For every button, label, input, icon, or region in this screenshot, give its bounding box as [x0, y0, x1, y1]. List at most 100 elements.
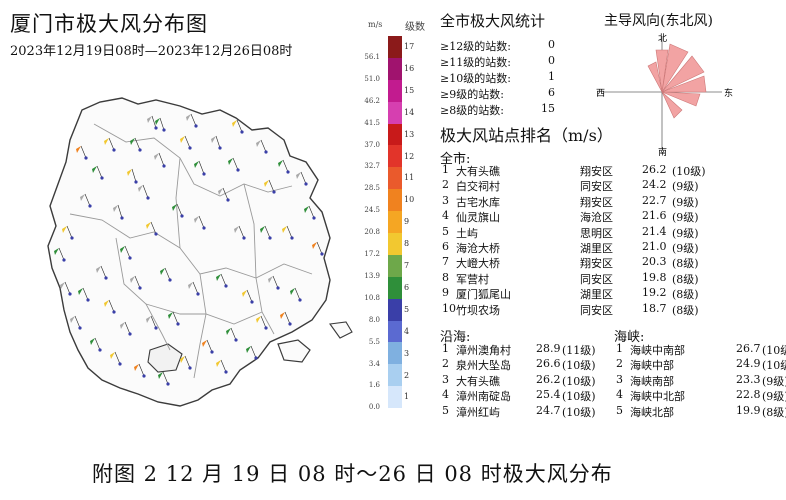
wind-speed: 23.3: [736, 372, 761, 386]
rank-number: 3: [616, 372, 623, 386]
scale-ms-label: 3.4: [368, 359, 380, 368]
rank-number: 5: [616, 403, 623, 417]
scale-swatch: [388, 298, 402, 321]
district-boundaries: [69, 123, 313, 379]
scale-swatch: [388, 254, 402, 277]
scale-ms-label: 51.0: [364, 74, 380, 83]
strait-section-title: 海峡:: [614, 330, 645, 345]
stats-row: ≥8级的站数: 15: [440, 102, 555, 118]
wind-speed: 28.9: [536, 342, 561, 355]
wind-level: (8级): [672, 303, 699, 317]
rank-number: 4: [442, 388, 449, 402]
scale-level-label: 14: [404, 107, 415, 117]
stats-value: 0: [548, 54, 555, 67]
rank-number: 9: [442, 286, 449, 300]
scale-level-label: 1: [404, 392, 410, 402]
scale-ms-label: 41.5: [364, 118, 380, 127]
scale-level-header: 级数: [405, 22, 425, 33]
wind-level: (9级): [672, 226, 699, 240]
station-name: 海峡南部: [630, 374, 674, 388]
wind-speed: 26.2: [642, 163, 667, 176]
scale-ms-label: 10.8: [364, 293, 380, 302]
scale-ms-label: 56.1: [364, 52, 380, 61]
ranking-title: 极大风站点排名（m/s）: [440, 126, 613, 145]
station-name: 仙灵旗山: [456, 211, 500, 225]
scale-swatch: [388, 211, 402, 234]
wind-map: [47, 97, 353, 407]
wind-speed: 18.7: [642, 301, 667, 315]
rank-number: 10: [442, 301, 456, 315]
rose-petals: [647, 43, 707, 119]
wind-level: (8级): [762, 405, 786, 419]
stats-value: 0: [548, 38, 555, 51]
station-name: 海峡北部: [630, 405, 674, 419]
rank-number: 4: [616, 388, 623, 402]
scale-level-label: 17: [404, 42, 415, 51]
wind-level: (10级): [762, 344, 786, 357]
stats-label: ≥12级的站数:: [440, 40, 511, 53]
scale-level-label: 9: [404, 217, 410, 227]
wind-level: (10级): [562, 359, 596, 373]
station-name: 海沧大桥: [456, 241, 500, 255]
district-name: 湖里区: [580, 241, 613, 255]
scale-swatch: [388, 145, 402, 168]
scale-ms-label: 13.9: [364, 271, 380, 280]
map-period: 2023年12月19日08时—2023年12月26日08时: [10, 44, 293, 59]
wind-speed: 24.7: [536, 403, 561, 417]
stats-label: ≥10级的站数:: [440, 72, 511, 85]
scale-level-label: 3: [404, 348, 410, 358]
station-name: 漳州南碇岛: [456, 390, 511, 404]
rank-number: 3: [442, 193, 449, 207]
scale-swatch: [388, 364, 402, 387]
scale-swatch: [388, 189, 402, 212]
station-name: 大嶝大桥: [456, 257, 500, 271]
coast-section-title: 沿海:: [440, 330, 471, 345]
rank-number: 2: [616, 357, 623, 371]
station-name: 泉州大坠岛: [456, 359, 511, 373]
scale-swatch: [388, 386, 402, 409]
wind-level: (9级): [672, 241, 699, 255]
wind-speed: 26.6: [536, 357, 561, 371]
wind-level: (10级): [562, 390, 596, 404]
wind-speed: 20.3: [642, 255, 667, 269]
rank-number: 5: [442, 403, 449, 417]
station-name: 漳州澳角村: [456, 344, 511, 357]
scale-level-label: 15: [404, 85, 415, 95]
wind-rose: 北 南 东 西: [596, 33, 733, 158]
scale-swatch: [388, 57, 402, 80]
rank-number: 2: [442, 357, 449, 371]
scale-swatch: [388, 36, 402, 58]
stats-label: ≥9级的站数:: [440, 88, 504, 101]
wind-speed: 19.2: [642, 286, 667, 300]
rank-number: 1: [616, 342, 623, 355]
scale-ms-label: 46.2: [364, 96, 380, 105]
wind-level: (10级): [672, 165, 706, 178]
scale-level-label: 4: [404, 326, 410, 336]
wind-speed: 19.9: [736, 403, 761, 417]
city-section-title: 全市:: [440, 152, 471, 167]
scale-ms-label: 8.0: [368, 315, 380, 324]
scale-level-label: 12: [404, 151, 415, 161]
scale-swatch: [388, 276, 402, 299]
rank-number: 5: [442, 224, 449, 238]
scale-swatch: [388, 101, 402, 124]
stats-label: ≥11级的站数:: [440, 56, 511, 69]
stats-value: 1: [548, 70, 555, 83]
scale-swatch: [388, 79, 402, 102]
figure-caption: 附图 2 12 月 19 日 08 时～26 日 08 时极大风分布: [92, 462, 613, 486]
station-name: 海峡中南部: [630, 344, 685, 357]
stats-row: ≥10级的站数: 1: [440, 70, 555, 86]
city-boundary: [47, 97, 353, 407]
wind-speed: 21.0: [642, 239, 667, 253]
rank-number: 2: [442, 178, 449, 192]
station-name: 海峡中部: [630, 359, 674, 373]
scale-ms-label: 37.0: [364, 140, 380, 149]
wind-speed: 22.8: [736, 388, 761, 402]
rank-number: 7: [442, 255, 449, 269]
station-name: 大有头礁: [456, 165, 500, 178]
wind-rose-title: 主导风向(东北风): [604, 13, 713, 29]
wind-speed: 19.8: [642, 270, 667, 284]
wind-speed: 24.9: [736, 357, 761, 371]
wind-level: (9级): [672, 180, 699, 194]
wind-level: (8级): [672, 288, 699, 302]
